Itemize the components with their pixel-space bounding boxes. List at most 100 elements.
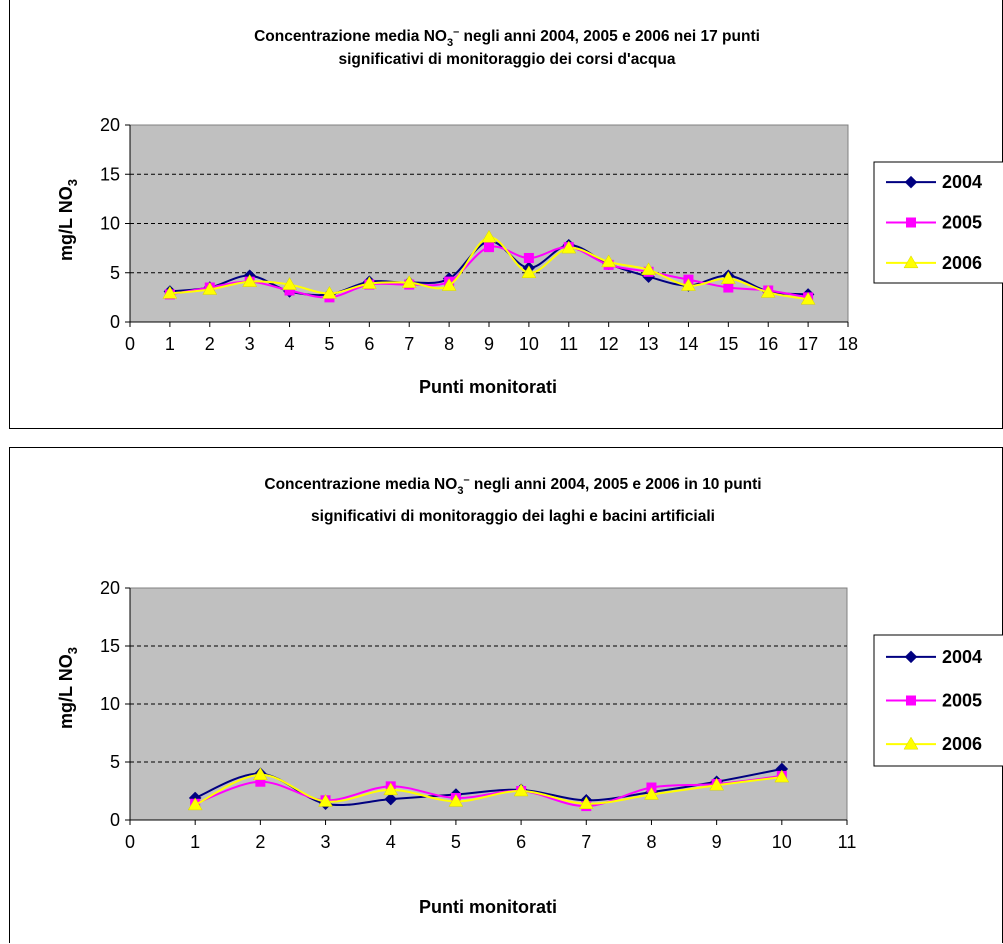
- chart-2-x-tick-label: 1: [190, 832, 200, 852]
- chart-1-x-tick-label: 14: [678, 334, 698, 354]
- chart-1-point-2006: [242, 274, 258, 287]
- chart-1-point-2005: [484, 242, 494, 253]
- chart-1-point-2006: [282, 277, 297, 290]
- chart-2-point-2006: [448, 793, 464, 807]
- chart-2-x-tick-label: 2: [255, 832, 265, 852]
- chart-2-point-2006: [709, 777, 725, 791]
- chart-1-point-2006: [521, 265, 537, 278]
- chart-1-point-2006: [481, 229, 497, 243]
- chart-1-x-tick-label: 18: [838, 334, 858, 354]
- chart-1-point-2006: [601, 254, 617, 268]
- chart-2-x-tick-label: 9: [712, 832, 722, 852]
- chart-1-y-tick-label: 10: [100, 214, 120, 234]
- chart-2-x-tick-label: 4: [386, 832, 396, 852]
- chart-1-y-tick-label: 0: [110, 312, 120, 332]
- chart-1-point-2006: [361, 276, 377, 289]
- chart-2-point-2006: [644, 786, 659, 800]
- chart-2-frame: Concentrazione media NO3– negli anni 200…: [9, 447, 1003, 943]
- chart-1-title-line1: Concentrazione media NO3– negli anni 200…: [254, 26, 760, 49]
- chart-1-point-2006: [561, 240, 577, 254]
- chart-1-x-tick-label: 12: [599, 334, 619, 354]
- chart-2-point-2004: [384, 792, 398, 806]
- chart-1-ylabel: mg/L NO3: [56, 179, 80, 261]
- chart-1-title-line2: significativi di monitoraggio dei corsi …: [339, 51, 676, 68]
- chart-1-x-tick-label: 5: [324, 334, 334, 354]
- chart-2-series-line-2006: [194, 773, 782, 806]
- chart-1-point-2006: [760, 284, 776, 298]
- chart-2-point-2006: [318, 793, 333, 807]
- chart-1-point-2006: [681, 278, 696, 291]
- chart-1-point-2006: [202, 281, 218, 295]
- chart-1-x-tick-label: 16: [758, 334, 778, 354]
- chart-2-x-tick-label: 11: [838, 832, 857, 852]
- chart-1-point-2006: [441, 278, 457, 291]
- chart-2-x-tick-label: 5: [451, 832, 461, 852]
- chart-2-x-tick-label: 0: [125, 832, 135, 852]
- chart-1-frame: Concentrazione media NO3– negli anni 200…: [9, 0, 1003, 429]
- chart-2-x-tick-label: 7: [581, 832, 591, 852]
- chart-2-point-2006: [513, 783, 529, 797]
- chart-2-legend-marker-2005: [906, 695, 916, 706]
- chart-2-svg: Concentrazione media NO3– negli anni 200…: [56, 474, 1003, 917]
- chart-1-x-tick-label: 15: [718, 334, 738, 354]
- chart-1-x-tick-label: 11: [559, 334, 578, 354]
- chart-1-point-2005: [284, 285, 295, 296]
- chart-1-point-2006: [322, 285, 337, 299]
- chart-2-legend-label-2006: 2006: [942, 734, 982, 754]
- chart-2-point-2006: [252, 767, 268, 781]
- chart-1-xlabel: Punti monitorati: [419, 377, 557, 397]
- chart-2-point-2006: [774, 769, 790, 783]
- chart-2-xlabel: Punti monitorati: [419, 897, 557, 917]
- chart-2-x-tick-label: 10: [772, 832, 792, 852]
- chart-1-legend-marker-2005: [906, 217, 916, 228]
- chart-1-legend-label-2005: 2005: [942, 213, 982, 233]
- chart-2-ylabel: mg/L NO3: [56, 647, 80, 729]
- chart-1-legend-marker-2006: [903, 255, 919, 269]
- chart-2-y-tick-label: 20: [100, 578, 120, 598]
- chart-1-y-tick-label: 20: [100, 115, 120, 135]
- chart-2-point-2006: [578, 796, 594, 810]
- chart-1-legend-marker-2004: [904, 175, 918, 189]
- chart-1-point-2006: [800, 291, 816, 305]
- chart-2-y-tick-label: 10: [100, 694, 120, 714]
- chart-1-x-tick-label: 9: [484, 334, 494, 354]
- chart-2-title-line1: Concentrazione media NO3– negli anni 200…: [264, 474, 761, 497]
- chart-2-x-tick-label: 6: [516, 832, 526, 852]
- chart-1-point-2006: [401, 275, 417, 288]
- chart-2-y-tick-label: 15: [100, 636, 120, 656]
- chart-1-point-2006: [720, 271, 736, 284]
- chart-2-title-line2: significativi di monitoraggio dei laghi …: [311, 508, 715, 525]
- chart-1-point-2006: [641, 262, 656, 276]
- chart-1-legend-label-2006: 2006: [942, 253, 982, 273]
- chart-1-point-2005: [723, 282, 734, 293]
- chart-1-x-tick-label: 7: [404, 334, 414, 354]
- chart-2-point-2006: [187, 797, 203, 811]
- chart-1-x-tick-label: 13: [639, 334, 659, 354]
- chart-2-y-tick-label: 5: [110, 752, 120, 772]
- chart-1-x-tick-label: 2: [205, 334, 215, 354]
- chart-2-legend-marker-2006: [903, 736, 919, 750]
- chart-1-x-tick-label: 0: [125, 334, 135, 354]
- chart-1-point-2005: [523, 252, 534, 263]
- chart-1-point-2006: [162, 285, 178, 299]
- chart-2-legend-marker-2004: [904, 650, 918, 664]
- chart-1-x-tick-label: 10: [519, 334, 539, 354]
- chart-1-y-tick-label: 5: [110, 263, 120, 283]
- chart-1-x-tick-label: 17: [798, 334, 818, 354]
- chart-2-y-tick-label: 0: [110, 810, 120, 830]
- chart-2-legend-label-2004: 2004: [942, 647, 982, 667]
- chart-2-x-tick-label: 3: [321, 832, 331, 852]
- chart-2-point-2006: [383, 782, 399, 796]
- chart-1-x-tick-label: 6: [364, 334, 374, 354]
- chart-1-x-tick-label: 8: [444, 334, 454, 354]
- chart-1-x-tick-label: 3: [245, 334, 255, 354]
- chart-1-y-tick-label: 15: [100, 164, 120, 184]
- chart-2-x-tick-label: 8: [646, 832, 656, 852]
- chart-2-point-2005: [255, 776, 266, 787]
- chart-2-legend-label-2005: 2005: [942, 691, 982, 711]
- chart-2-series-line-2005: [194, 774, 782, 808]
- chart-1-legend-label-2004: 2004: [942, 172, 982, 192]
- chart-1-x-tick-label: 1: [165, 334, 175, 354]
- chart-1-svg: Concentrazione media NO3– negli anni 200…: [56, 26, 1003, 397]
- chart-1-x-tick-label: 4: [285, 334, 295, 354]
